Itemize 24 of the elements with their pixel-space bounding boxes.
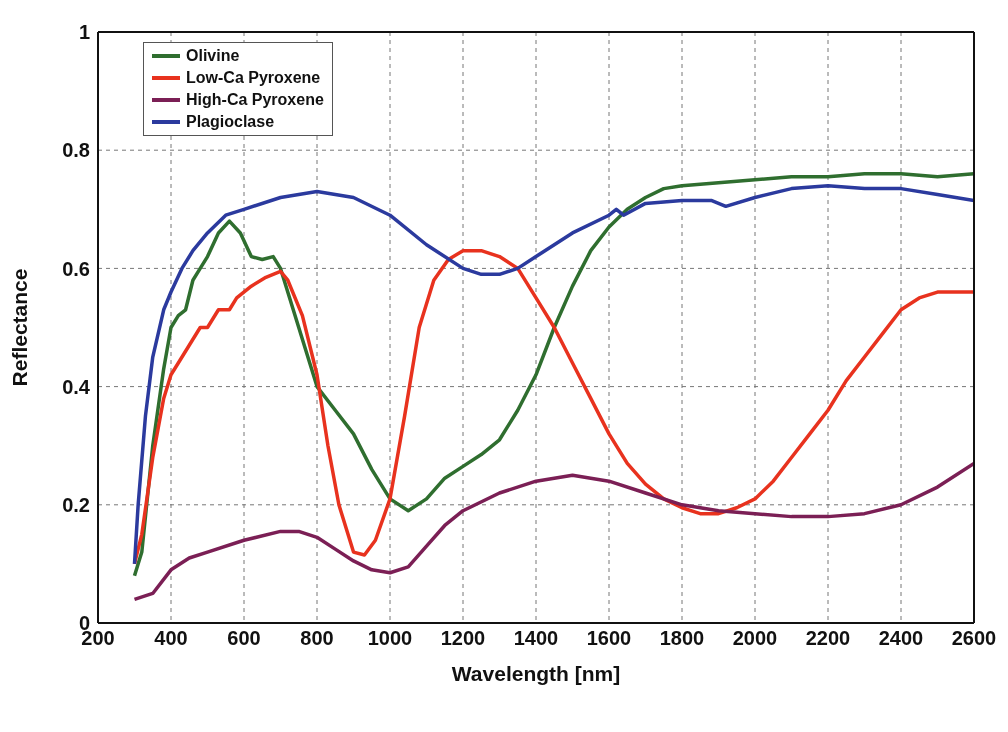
- legend-label: Low-Ca Pyroxene: [186, 68, 321, 88]
- legend-label: Plagioclase: [186, 112, 275, 132]
- x-tick-label: 2000: [732, 627, 778, 650]
- x-tick-label: 2200: [805, 627, 851, 650]
- x-tick-label: 1000: [367, 627, 413, 650]
- legend-label: High-Ca Pyroxene: [186, 90, 324, 110]
- x-tick-label: 2600: [951, 627, 997, 650]
- y-tick-label: 0.2: [62, 493, 90, 516]
- x-tick-label: 1600: [586, 627, 632, 650]
- legend-label: Olivine: [186, 46, 240, 66]
- y-tick-label: 0.4: [62, 375, 91, 398]
- y-tick-label: 0.6: [62, 257, 90, 280]
- x-tick-label: 600: [227, 627, 261, 650]
- x-tick-label: 400: [154, 627, 188, 650]
- x-tick-label: 1200: [440, 627, 486, 650]
- x-axis-title: Wavelength [nm]: [451, 662, 621, 685]
- line-series: [132, 461, 974, 602]
- x-tick-label: 2400: [878, 627, 924, 650]
- y-tick-label: 0.8: [62, 139, 90, 162]
- x-tick-label: 800: [300, 627, 334, 650]
- x-tick-label: 1400: [513, 627, 559, 650]
- x-tick-label: 1800: [659, 627, 705, 650]
- y-axis-title: Reflectance: [8, 268, 32, 387]
- y-tick-label: 1: [78, 21, 90, 44]
